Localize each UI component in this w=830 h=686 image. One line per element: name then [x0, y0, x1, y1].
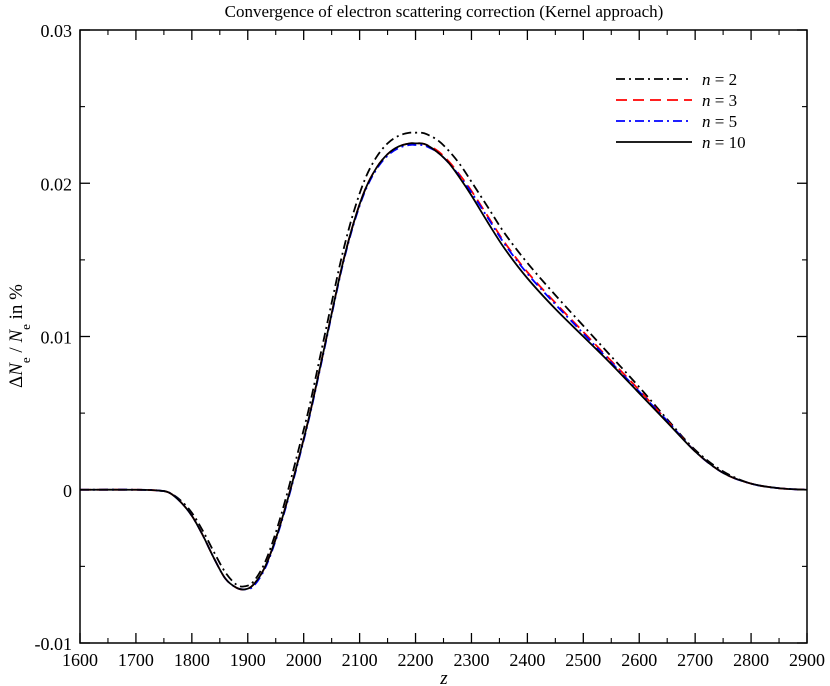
x-tick-label: 1800	[174, 650, 210, 670]
x-tick-label: 2400	[509, 650, 545, 670]
legend: n = 2 n = 3 n = 5 n = 10	[616, 70, 746, 152]
y-label-var2: N	[6, 329, 27, 344]
y-tick-label: -0.01	[35, 634, 73, 654]
y-axis-label-text: ΔNe / Ne in %	[6, 284, 33, 388]
x-tick-label: 2700	[677, 650, 713, 670]
x-tick-label: 1900	[230, 650, 266, 670]
y-tick-label: 0.03	[41, 21, 73, 41]
x-tick-label: 2000	[286, 650, 322, 670]
y-tick-label: 0.02	[41, 174, 73, 194]
legend-label-3: n = 5	[702, 112, 737, 131]
x-tick-label: 2200	[398, 650, 434, 670]
x-tick-label: 2600	[621, 650, 657, 670]
y-label-unit: in %	[6, 284, 27, 324]
series-line-4	[79, 142, 808, 591]
plot-content	[79, 131, 808, 591]
y-tick-label: 0.01	[41, 328, 73, 348]
chart-title: Convergence of electron scattering corre…	[225, 2, 664, 21]
y-label-delta: Δ	[6, 376, 27, 388]
legend-label-4: n = 10	[702, 133, 746, 152]
x-axis-label: z	[439, 668, 448, 686]
series-layer	[79, 131, 808, 591]
series-line-1	[79, 131, 808, 588]
y-label-slash: /	[6, 343, 27, 358]
y-axis: -0.01 0 0.01 0.02 0.03	[35, 21, 807, 654]
x-tick-label: 2100	[342, 650, 378, 670]
x-tick-label: 2500	[565, 650, 601, 670]
x-tick-label: 2800	[733, 650, 769, 670]
y-label-sub2: e	[18, 324, 33, 330]
y-label-sub1: e	[18, 357, 33, 363]
y-tick-label: 0	[63, 481, 72, 501]
series-line-3	[79, 143, 808, 591]
x-tick-label: 1600	[62, 650, 98, 670]
x-tick-label: 1700	[118, 650, 154, 670]
y-label-var1: N	[6, 362, 27, 377]
legend-label-2: n = 3	[702, 91, 737, 110]
x-axis: 1600 1700 1800 1900 2000 2100 2200 2300 2400 2500…	[62, 30, 825, 670]
x-tick-label: 2300	[453, 650, 489, 670]
x-tick-label: 2900	[789, 650, 825, 670]
legend-label-1: n = 2	[702, 70, 737, 89]
y-axis-label: ΔNe / Ne in %	[6, 284, 33, 388]
